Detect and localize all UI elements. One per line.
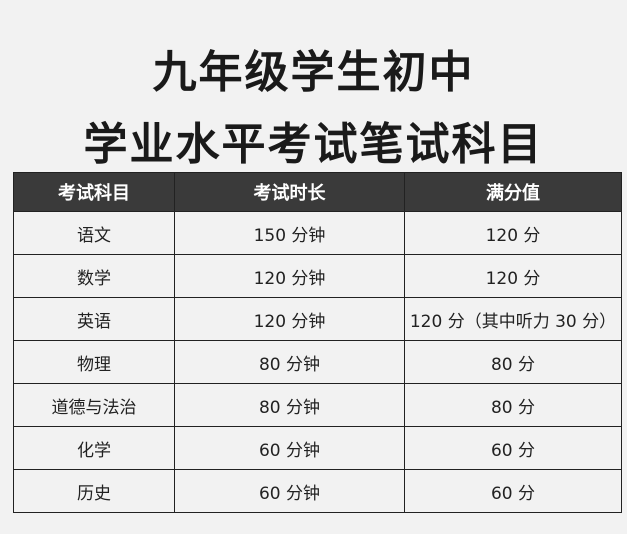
score-cell: 60 分	[404, 469, 622, 513]
duration-cell: 150 分钟	[174, 211, 405, 255]
subject-cell: 物理	[13, 340, 175, 384]
subject-cell: 语文	[13, 211, 175, 255]
table-row: 历史 60 分钟 60 分	[13, 469, 622, 513]
table-row: 英语 120 分钟 120 分（其中听力 30 分）	[13, 297, 622, 341]
score-cell: 120 分	[404, 254, 622, 298]
duration-cell: 120 分钟	[174, 254, 405, 298]
subject-cell: 历史	[13, 469, 175, 513]
duration-cell: 80 分钟	[174, 383, 405, 427]
duration-cell: 60 分钟	[174, 426, 405, 470]
subject-cell: 英语	[13, 297, 175, 341]
score-cell: 120 分（其中听力 30 分）	[404, 297, 622, 341]
duration-cell: 60 分钟	[174, 469, 405, 513]
table-row: 语文 150 分钟 120 分	[13, 211, 622, 255]
title-line-1: 九年级学生初中	[152, 47, 475, 98]
table-row: 数学 120 分钟 120 分	[13, 254, 622, 298]
header-subject: 考试科目	[13, 172, 175, 212]
duration-cell: 120 分钟	[174, 297, 405, 341]
header-row: 考试科目 考试时长 满分值	[13, 172, 622, 212]
exam-subjects-table: 考试科目 考试时长 满分值 语文 150 分钟 120 分数学 120 分钟 120 分…	[13, 172, 622, 513]
score-cell: 120 分	[404, 211, 622, 255]
subject-cell: 数学	[13, 254, 175, 298]
score-cell: 80 分	[404, 383, 622, 427]
score-cell: 80 分	[404, 340, 622, 384]
duration-cell: 80 分钟	[174, 340, 405, 384]
title-line-2: 学业水平考试笔试科目	[83, 119, 544, 170]
score-cell: 60 分	[404, 426, 622, 470]
subject-cell: 道德与法治	[13, 383, 175, 427]
table-row: 道德与法治 80 分钟 80 分	[13, 383, 622, 427]
table-row: 物理 80 分钟 80 分	[13, 340, 622, 384]
header-full-score: 满分值	[404, 172, 622, 212]
table-row: 化学 60 分钟 60 分	[13, 426, 622, 470]
header-duration: 考试时长	[174, 172, 405, 212]
subject-cell: 化学	[13, 426, 175, 470]
